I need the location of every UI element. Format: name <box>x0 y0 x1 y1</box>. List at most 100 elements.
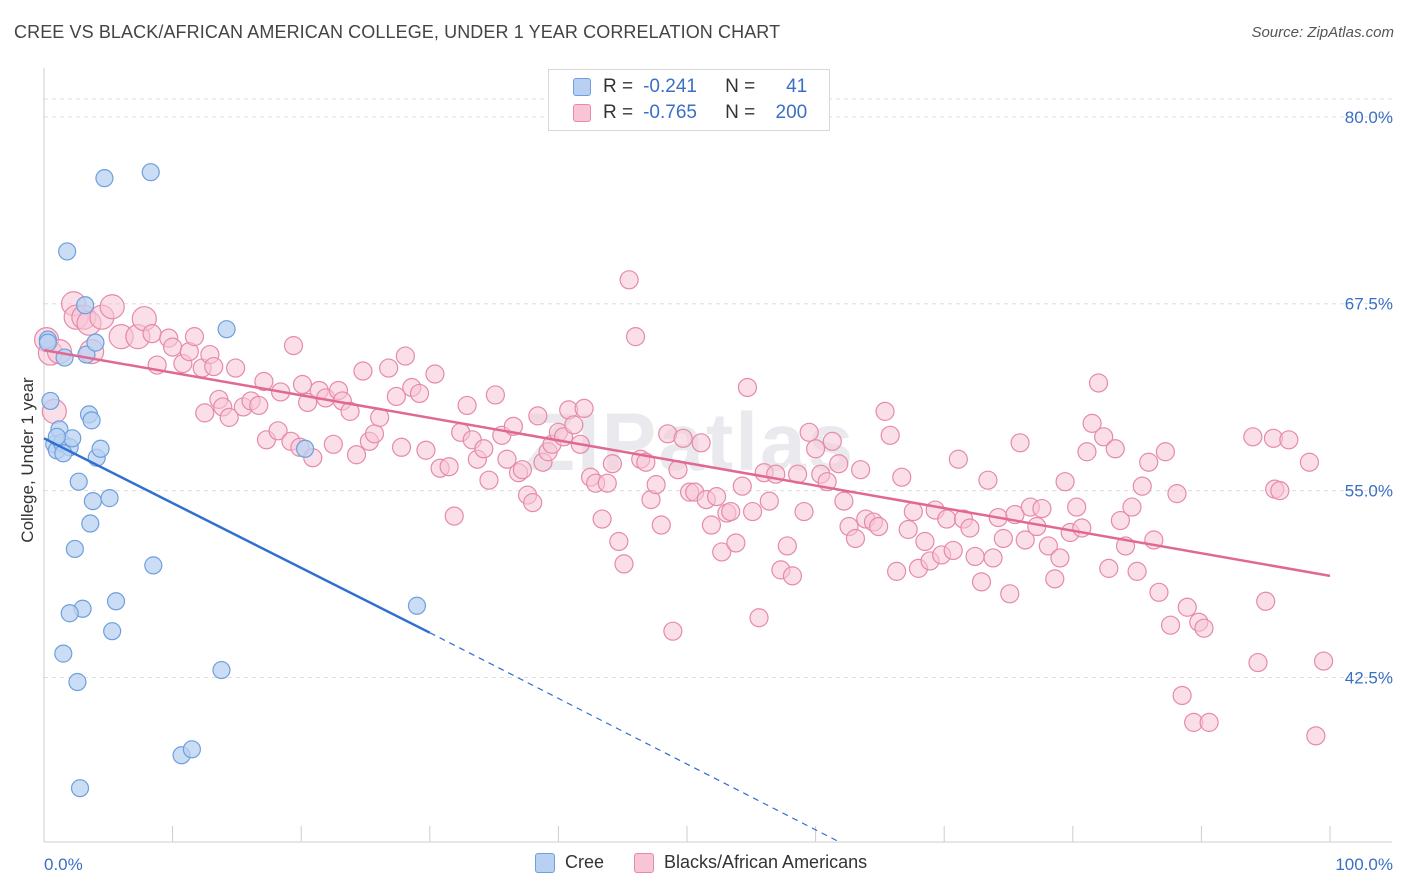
data-point-blacks <box>742 501 763 522</box>
data-point-blacks <box>254 371 274 392</box>
data-point-blacks <box>528 406 548 426</box>
data-point-blacks <box>564 415 584 435</box>
trend-line-cree <box>43 437 431 634</box>
data-point-blacks <box>340 401 360 421</box>
data-point-blacks <box>691 433 711 453</box>
data-point-blacks <box>1000 584 1020 604</box>
data-point-blacks <box>712 542 732 562</box>
data-point-blacks <box>592 509 612 529</box>
data-point-blacks <box>1094 427 1114 447</box>
data-point-blacks <box>822 431 842 451</box>
data-point-blacks <box>1279 430 1299 450</box>
r-value: -0.241 <box>643 76 697 97</box>
data-point-cree <box>95 169 114 188</box>
data-point-blacks <box>379 358 399 378</box>
chart-title: CREE VS BLACK/AFRICAN AMERICAN COLLEGE, … <box>14 22 781 42</box>
data-point-blacks <box>268 421 288 441</box>
y-tick-label: 42.5% <box>1345 669 1393 688</box>
data-point-cree <box>41 391 60 411</box>
data-point-blacks <box>845 528 866 549</box>
data-point-blacks <box>204 356 224 377</box>
data-point-blacks <box>1160 615 1181 635</box>
data-point-blacks <box>898 519 918 540</box>
data-point-blacks <box>915 531 935 552</box>
data-point-cree <box>60 604 79 623</box>
data-point-blacks <box>1299 452 1320 472</box>
data-point-blacks <box>1243 427 1263 447</box>
data-point-cree <box>68 672 87 692</box>
data-point-blacks <box>395 346 415 366</box>
data-point-blacks <box>602 454 623 474</box>
data-point-cree <box>106 592 126 611</box>
axes <box>43 68 1392 843</box>
data-point-blacks <box>523 493 543 513</box>
data-point-blacks <box>721 501 741 522</box>
data-point-blacks <box>1082 413 1102 433</box>
data-point-blacks <box>737 377 758 398</box>
data-point-blacks <box>1045 569 1065 589</box>
data-point-blacks <box>777 536 797 556</box>
n-value: 41 <box>786 76 808 97</box>
data-point-blacks <box>353 361 373 381</box>
legend-item-blacks: Blacks/African Americans <box>634 852 867 873</box>
data-point-blacks <box>1099 558 1119 578</box>
data-point-blacks <box>391 437 412 457</box>
r-label: R = <box>603 102 634 123</box>
data-point-blacks <box>485 385 505 405</box>
data-point-blacks <box>226 358 246 378</box>
data-point-blacks <box>1199 712 1219 732</box>
data-point-cree <box>38 333 57 352</box>
data-point-blacks <box>948 449 968 469</box>
data-point-blacks <box>364 424 385 444</box>
data-point-blacks <box>425 364 445 384</box>
data-point-blacks <box>799 422 819 442</box>
data-point-cree <box>141 163 160 182</box>
data-point-blacks <box>1055 472 1075 492</box>
data-point-cree <box>81 514 100 533</box>
legend-label-blacks: Blacks/African Americans <box>664 852 868 872</box>
data-point-blacks <box>993 528 1013 549</box>
cree-swatch <box>573 78 591 96</box>
data-point-blacks <box>474 439 494 459</box>
data-point-blacks <box>283 336 304 356</box>
data-point-cree <box>212 660 231 680</box>
data-point-cree <box>217 320 236 339</box>
data-point-blacks <box>163 337 183 357</box>
data-point-cree <box>295 439 315 458</box>
legend-label-cree: Cree <box>565 852 605 872</box>
data-point-blacks <box>887 561 907 581</box>
data-point-cree <box>76 296 95 315</box>
data-point-blacks <box>609 531 629 552</box>
data-point-blacks <box>663 621 683 641</box>
data-point-blacks <box>1038 536 1058 556</box>
data-point-blacks <box>646 475 666 495</box>
data-point-blacks <box>1194 618 1214 638</box>
data-point-blacks <box>195 403 215 423</box>
data-point-blacks <box>1172 685 1192 706</box>
data-point-blacks <box>619 270 639 290</box>
data-point-blacks <box>1149 582 1169 602</box>
data-point-blacks <box>1127 561 1147 581</box>
legend-row-blacks: R = -0.765 N = 200 <box>573 101 807 125</box>
y-tick-label: 55.0% <box>1345 482 1393 501</box>
data-point-blacks <box>651 515 671 535</box>
data-point-blacks <box>1270 481 1290 501</box>
n-value: 200 <box>775 102 808 123</box>
data-point-cree <box>69 472 88 491</box>
data-point-blacks <box>1167 484 1187 504</box>
data-point-blacks <box>892 467 912 487</box>
data-point-blacks <box>512 460 532 480</box>
data-point-blacks <box>1015 530 1035 550</box>
trend-line-blacks <box>43 348 1331 578</box>
grid-lines <box>44 98 1392 679</box>
series-blacks-points <box>33 270 1334 746</box>
data-point-blacks <box>1010 433 1030 453</box>
data-point-cree <box>82 411 101 430</box>
data-point-blacks <box>416 440 436 460</box>
data-point-cree <box>63 429 82 448</box>
data-point-blacks <box>1248 652 1268 673</box>
r-label: R = <box>603 76 634 97</box>
data-point-blacks <box>794 501 814 522</box>
tick-labels: 42.5% 55.0% 67.5% 80.0% 0.0% 100.0% <box>44 108 1393 874</box>
